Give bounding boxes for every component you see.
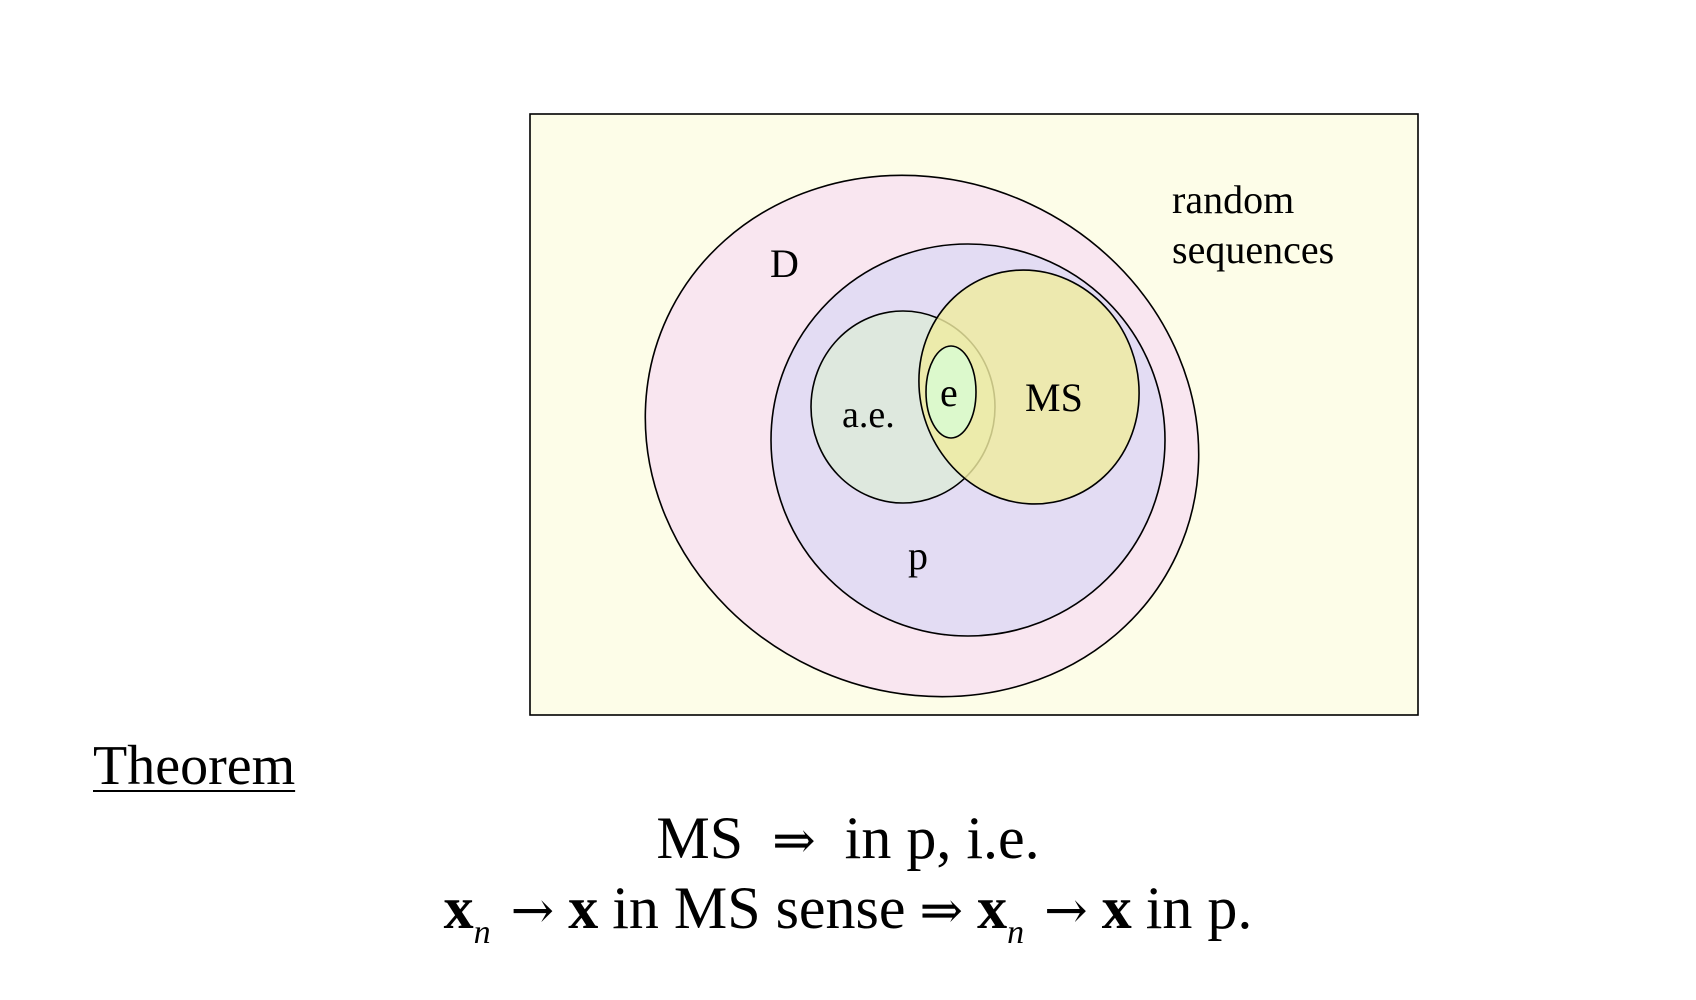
set-ae-label: a.e. [842,394,895,436]
theorem-heading: Theorem [93,735,296,797]
implies-arrow: ⇒ [772,811,816,871]
implies-arrow-2: ⇒ [919,881,964,941]
set-p-label: p [908,533,928,578]
x-n-symbol-2: x [977,875,1008,941]
subscript-n: n [473,914,491,952]
set-e-label: e [940,370,958,415]
set-MS-label: MS [1025,375,1083,420]
set-MS-region [918,269,1140,505]
x-limit-symbol: x [568,875,599,941]
converges-arrow: → [510,881,555,941]
in-ms-sense-text: in MS sense [612,875,906,941]
converges-arrow-2: → [1044,881,1088,941]
subscript-n-2: n [1007,914,1025,952]
in-p-text: in p. [1145,875,1253,941]
ms-term: MS [656,805,744,871]
in-p-ie-text: in p, i.e. [844,805,1040,871]
theorem-statement-line2: xn → x in MS sense ⇒ xn → x in p. [0,878,1696,950]
x-n-symbol: x [443,875,474,941]
x-limit-symbol-2: x [1101,875,1132,941]
set-D-label: D [770,241,799,286]
sequences-label-line2: sequences [1172,227,1334,272]
set-e-region [925,345,977,439]
random-label-line1: random [1172,177,1294,222]
theorem-statement-line1: MS ⇒ in p, i.e. [0,808,1696,868]
